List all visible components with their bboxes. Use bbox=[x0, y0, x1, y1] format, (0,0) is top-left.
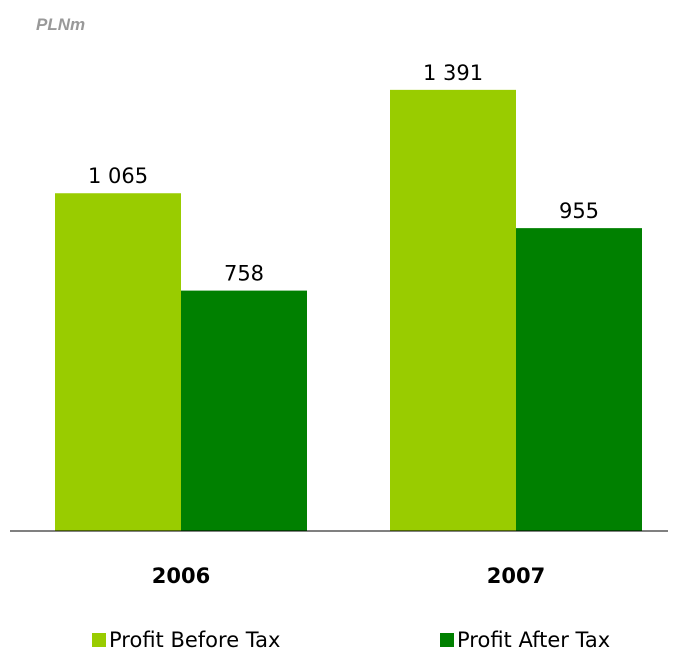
bar-profit-after-tax-2007 bbox=[516, 228, 642, 531]
legend-label-profit-before-tax: Profit Before Tax bbox=[109, 628, 280, 652]
bar-profit-after-tax-2006 bbox=[181, 290, 307, 531]
value-label-profit-before-tax-2007: 1 391 bbox=[423, 61, 483, 85]
category-label-2007: 2007 bbox=[487, 564, 545, 588]
bar-profit-before-tax-2006 bbox=[55, 193, 181, 531]
category-label-2006: 2006 bbox=[152, 564, 210, 588]
bar-profit-before-tax-2007 bbox=[390, 89, 516, 532]
legend-label-profit-after-tax: Profit After Tax bbox=[457, 628, 610, 652]
value-label-profit-before-tax-2006: 1 065 bbox=[88, 164, 148, 188]
value-label-profit-after-tax-2006: 758 bbox=[224, 262, 264, 286]
legend-swatch-profit-after-tax bbox=[440, 633, 454, 647]
legend-swatch-profit-before-tax bbox=[92, 633, 106, 647]
legend: Profit Before Tax Profit After Tax bbox=[92, 628, 610, 652]
category-labels: 2006 2007 bbox=[152, 564, 545, 588]
unit-label: PLNm bbox=[36, 15, 85, 34]
value-labels: 1 065 758 1 391 955 bbox=[88, 61, 599, 286]
bars bbox=[55, 89, 642, 532]
value-label-profit-after-tax-2007: 955 bbox=[559, 199, 599, 223]
